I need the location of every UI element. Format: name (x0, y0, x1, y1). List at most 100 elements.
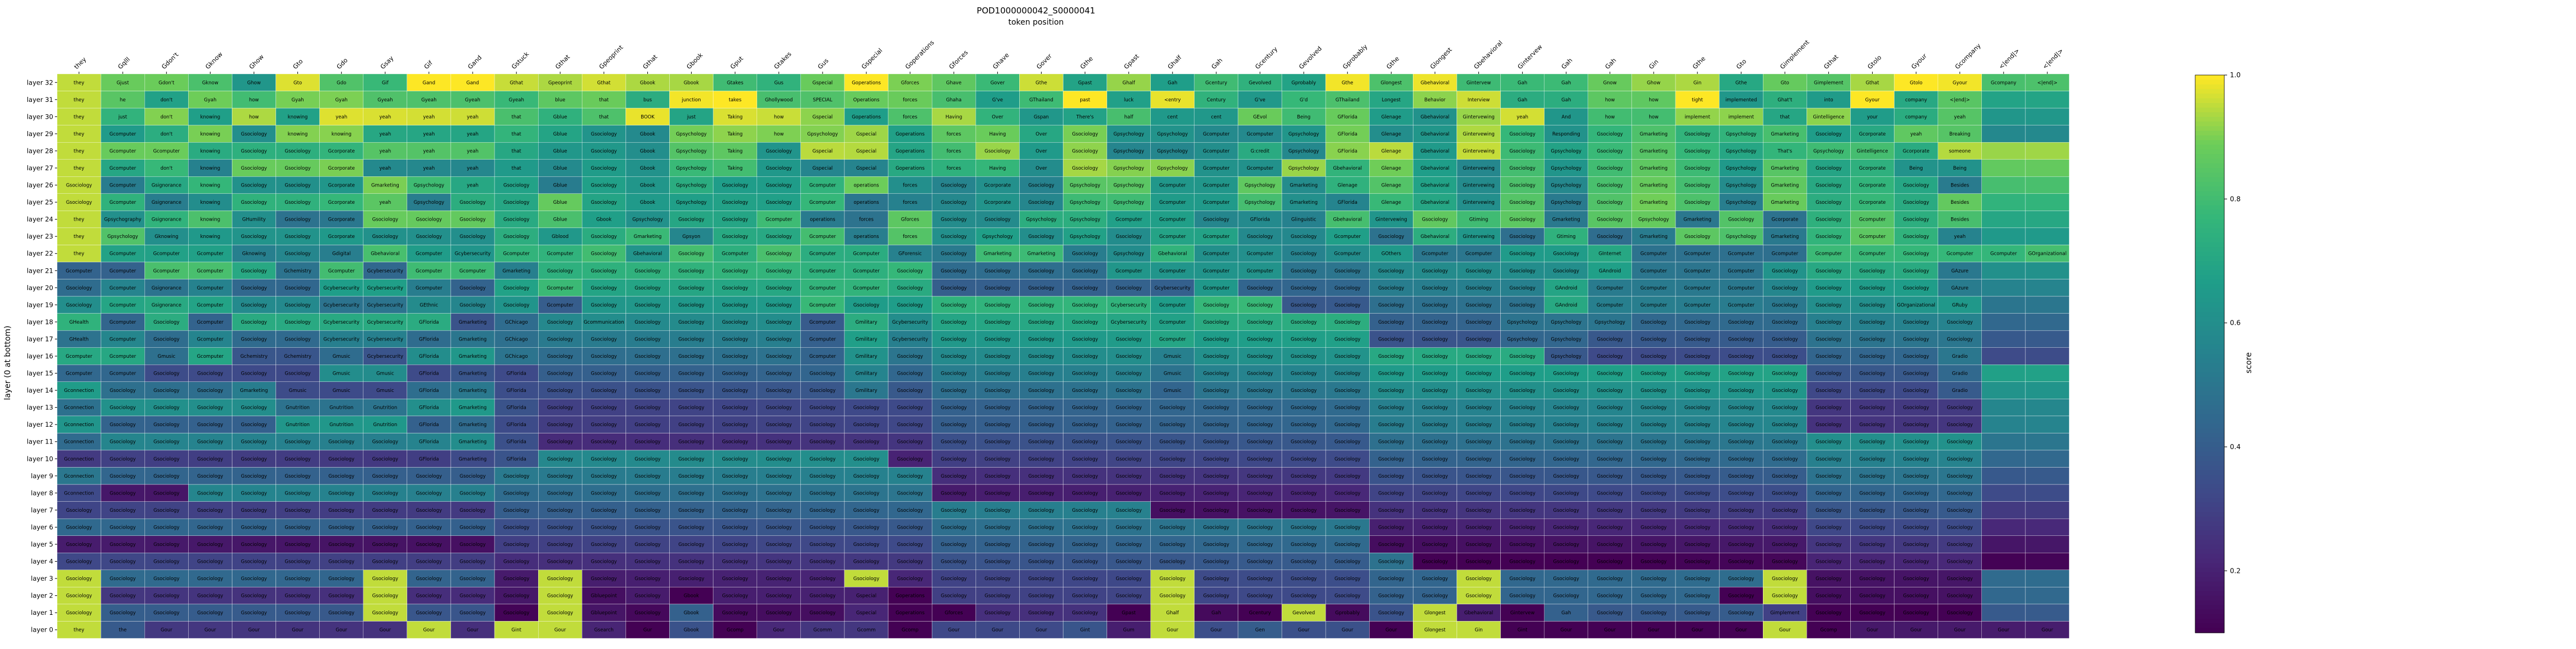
cell-label: Gsociology (941, 474, 967, 479)
cell-label: into (1824, 97, 1833, 103)
colorbar-tick-label: 1.0 (2230, 71, 2241, 79)
heatmap-cell (1631, 262, 1676, 279)
cell-label: Gif (382, 80, 389, 86)
cell-label: Gsociology (941, 320, 967, 325)
cell-label: cent (1167, 114, 1178, 120)
cell-label: Gsociology (1859, 405, 1885, 411)
heatmap-cell (1194, 73, 1239, 91)
cell-label: Gint (1518, 628, 1528, 633)
cell-label: Gsociology (66, 525, 92, 530)
cell-label: Gsociology (197, 542, 223, 548)
heatmap-cell (1325, 142, 1370, 160)
cell-label: Gdo (337, 80, 346, 86)
heatmap-cell (2025, 381, 2070, 399)
cell-label: And (1561, 114, 1571, 120)
heatmap-cell (276, 227, 320, 245)
heatmap-cell (582, 193, 626, 211)
cell-label: Gsociology (1947, 559, 1973, 565)
cell-label: Gbehavioral (1421, 183, 1449, 189)
cell-label: yeah (379, 114, 391, 120)
heatmap-cell (1107, 296, 1151, 314)
cell-label: Gcomputer (1203, 251, 1230, 257)
cell-label: Gsociology (810, 610, 836, 616)
cell-label: Gsociology (1422, 422, 1448, 428)
cell-label: Gsociology (1116, 405, 1141, 411)
heatmap-cell (626, 108, 670, 125)
cell-label: Gradio (1952, 371, 1968, 377)
cell-label: Gsociology (766, 148, 792, 154)
heatmap-cell (1807, 108, 1851, 125)
heatmap-cell (188, 91, 232, 109)
cell-label: Gsociology (1378, 268, 1404, 274)
cell-label: that (512, 166, 522, 171)
cell-label: Gsociology (1728, 337, 1754, 342)
cell-label: Gsociology (1728, 474, 1754, 479)
y-tick-label: layer 3 (31, 575, 53, 582)
cell-label: Gsociology (591, 337, 617, 342)
cell-label: Gsociology (1116, 474, 1141, 479)
cell-label: Gsociology (1422, 320, 1448, 325)
cell-label: Gsociology (766, 508, 792, 513)
cell-label: Gsociology (1553, 508, 1579, 513)
cell-label: Glenage (1382, 183, 1401, 189)
cell-label: Gsociology (984, 491, 1010, 496)
heatmap-cell (1981, 450, 2026, 468)
cell-label: Gcomputer (153, 268, 180, 274)
heatmap-cell (57, 142, 101, 160)
cell-label: Gmilitary (855, 371, 877, 377)
y-tick-label: layer 27 (27, 164, 53, 172)
heatmap-cell (1325, 211, 1370, 228)
heatmap-cell (844, 176, 889, 194)
heatmap-cell (669, 262, 713, 279)
cell-label: Gsociology (1509, 268, 1535, 274)
cell-label: Gsociology (503, 286, 529, 291)
cell-label: Gbook (684, 628, 699, 633)
heatmap-cell (1194, 125, 1239, 143)
cell-label: Gcomputer (809, 320, 836, 325)
cell-label: Gsociology (1466, 594, 1491, 599)
cell-label: Gsociology (1072, 559, 1098, 565)
cell-label: Goperations (895, 610, 925, 616)
cell-label: Gcomputer (1816, 251, 1842, 257)
cell-label: Gsociology (1903, 559, 1929, 565)
heatmap-cell (1850, 176, 1894, 194)
heatmap-cell (319, 108, 363, 125)
cell-label: Besides (1950, 183, 1969, 189)
cell-label: Gbehavioral (1464, 610, 1493, 616)
heatmap-cell (1019, 108, 1063, 125)
cell-label: Gsociology (897, 405, 923, 411)
cell-label: Gblue (553, 200, 567, 206)
cell-label: Gsociology (1116, 576, 1141, 582)
heatmap-cell (626, 142, 670, 160)
cell-label: GFlorida (1250, 217, 1270, 223)
cell-label: Gsociology (1160, 491, 1186, 496)
cell-label: Gsociology (1947, 508, 1973, 513)
x-tick-label: Gprobably (1341, 43, 1369, 71)
cell-label: Gsociology (853, 456, 879, 462)
heatmap-cell (1019, 125, 1063, 143)
heatmap-cell (1850, 125, 1894, 143)
cell-label: Gsociology (1728, 525, 1754, 530)
heatmap-cell (1850, 211, 1894, 228)
cell-label: Gpsychology (676, 166, 707, 171)
cell-label: Gsociology (241, 508, 267, 513)
heatmap-cell (1150, 211, 1195, 228)
cell-label: Gsociology (810, 474, 836, 479)
colorbar-segment (2195, 214, 2224, 220)
cell-label: Gsociology (634, 508, 660, 513)
y-tick-label: layer 7 (31, 506, 53, 514)
cell-label: Gsociology (328, 576, 354, 582)
cell-label: Gsociology (197, 610, 223, 616)
colorbar-segment (2195, 84, 2224, 90)
cell-label: GHumility (242, 217, 265, 223)
cell-label: Gsociology (66, 302, 92, 308)
y-tick-label: layer 10 (27, 455, 53, 463)
cell-label: Gsociology (1028, 610, 1054, 616)
cell-label: Gintelligence (1813, 114, 1844, 120)
heatmap-cell (1325, 176, 1370, 194)
cell-label: Gsociology (547, 354, 573, 359)
cell-label: Gcomputer (1728, 268, 1754, 274)
cell-label: GFlorida (1337, 132, 1357, 137)
x-tick-label: Gyour (1910, 52, 1929, 71)
cell-label: Gsociology (1641, 354, 1667, 359)
